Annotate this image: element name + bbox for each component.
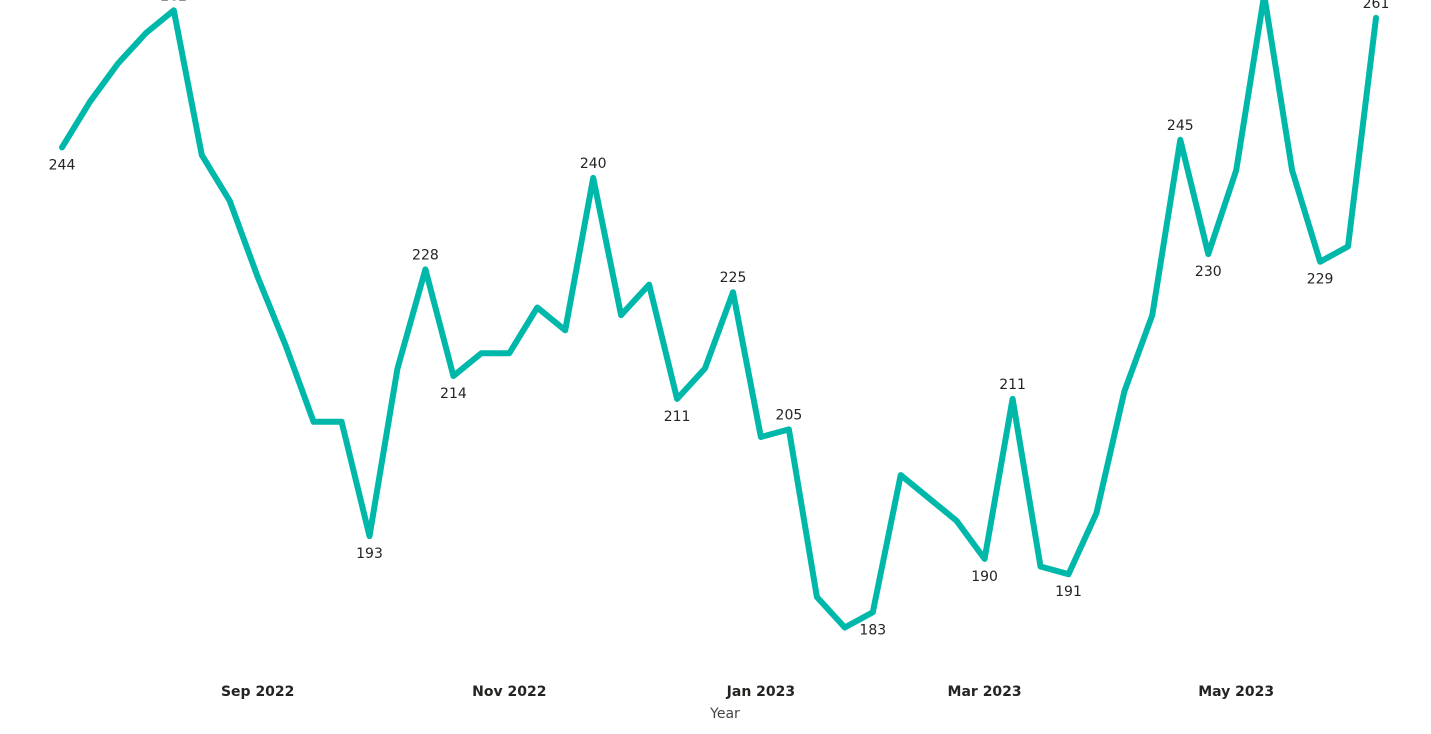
data-label: 225 — [720, 270, 747, 286]
data-label: 230 — [1195, 264, 1222, 280]
data-label: 214 — [440, 386, 467, 402]
x-tick-label: Mar 2023 — [948, 684, 1022, 700]
data-label: 190 — [971, 569, 998, 585]
data-label: 240 — [580, 156, 607, 172]
data-label: 229 — [1307, 272, 1334, 288]
data-label: 261 — [1363, 0, 1390, 12]
data-label: 244 — [49, 157, 76, 173]
x-tick-label: Jan 2023 — [726, 684, 795, 700]
data-label: 191 — [1055, 584, 1082, 600]
data-label: 183 — [859, 622, 886, 638]
data-label: 205 — [776, 407, 803, 423]
data-label: 211 — [664, 409, 691, 425]
data-label: 245 — [1167, 118, 1194, 134]
series-line — [59, 0, 1379, 631]
x-axis-title: Year — [709, 706, 740, 722]
x-axis-ticks: Sep 2022 Nov 2022 Jan 2023 Mar 2023 May 2023 — [221, 684, 1274, 700]
data-labels: 244 262 193 228 214 240 211 225 205 183 190 211 191 2… — [49, 0, 1390, 638]
data-label: 211 — [999, 377, 1026, 393]
x-tick-label: Nov 2022 — [472, 684, 546, 700]
x-tick-label: May 2023 — [1198, 684, 1274, 700]
data-label: 193 — [356, 546, 383, 562]
x-tick-label: Sep 2022 — [221, 684, 294, 700]
data-label: 262 — [160, 0, 187, 4]
data-label: 228 — [412, 247, 439, 263]
